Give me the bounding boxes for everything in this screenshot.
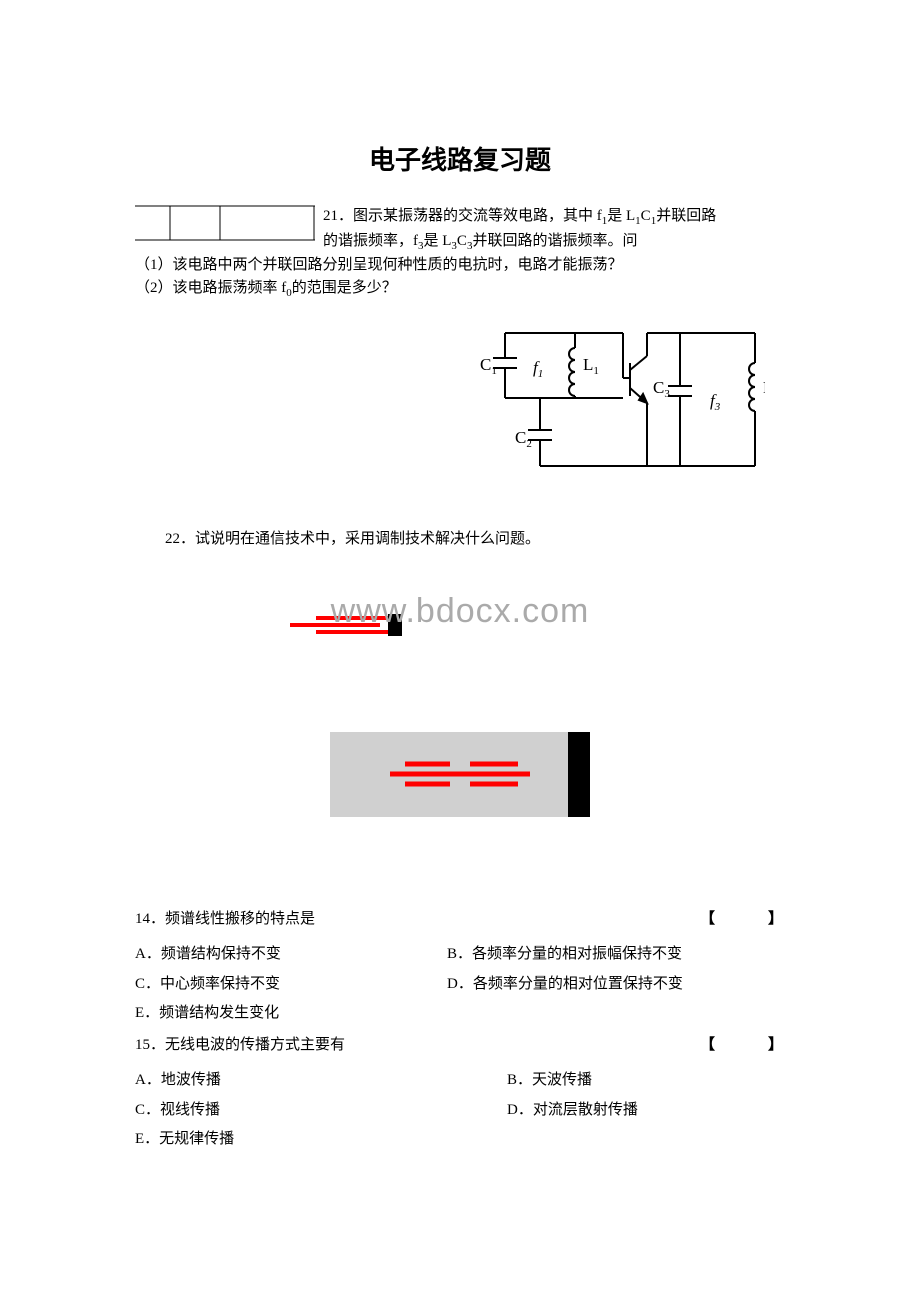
watermark: www.bdocx.com [135,592,785,652]
q14-stem: 14．频谱线性搬移的特点是 [135,907,665,933]
q15-opt-d: D．对流层散射传播 [447,1098,785,1124]
q21-sub2-wrap: （2）该电路振荡频率 f0的范围是多少？ [135,277,785,302]
q21-sub1: （1）该电路中两个并联回路分别呈现何种性质的电抗时，电路才能振荡？ [135,254,785,277]
mcq-q14: 14．频谱线性搬移的特点是 【 】 A．频谱结构保持不变 B．各频率分量的相对振… [135,907,785,1027]
q21-line2-c: C [457,233,467,249]
f3-label: f3 [710,391,721,413]
l3-label: L3 [763,378,765,400]
q15-opt-c: C．视线传播 [135,1098,447,1124]
q14-opt-e: E．频谱结构发生变化 [135,1001,785,1027]
q21-line1-a: 21．图示某振荡器的交流等效电路，其中 f [323,208,602,224]
q14-opt-a: A．频谱结构保持不变 [135,942,447,968]
q15-bracket: 【 】 [665,1033,785,1059]
logo-block [135,732,785,817]
f1-label: f1 [533,358,543,380]
l1-label: L1 [583,355,599,377]
q14-opt-b: B．各频率分量的相对振幅保持不变 [447,942,785,968]
q14-bracket: 【 】 [665,907,785,933]
c2-label: C2 [515,428,532,450]
page-title: 电子线路复习题 [135,140,785,177]
watermark-text: www.bdocx.com [331,592,590,652]
q14-opt-d: D．各频率分量的相对位置保持不变 [447,972,785,998]
logo-black-bar [568,732,590,817]
circuit-diagram: C1 f1 L1 C2 C3 f3 L3 [135,318,785,488]
mini-table-icon [135,205,315,241]
q14-opt-c: C．中心频率保持不变 [135,972,447,998]
q21-line1-d: 并联回路 [656,208,716,224]
c3-label: C3 [653,378,670,400]
q15-stem: 15．无线电波的传播方式主要有 [135,1033,665,1059]
q15-opt-a: A．地波传播 [135,1068,447,1094]
logo-red-lines-icon [390,754,530,794]
mcq-q15: 15．无线电波的传播方式主要有 【 】 A．地波传播 B．天波传播 C．视线传播… [135,1033,785,1153]
logo-box [330,732,590,817]
q21-sub2: （2）该电路振荡频率 f [135,280,286,296]
q21-line1-b: 是 L [607,208,635,224]
q22-text: 22．试说明在通信技术中，采用调制技术解决什么问题。 [135,528,785,551]
q21-line1-c: C [641,208,651,224]
circuit-svg: C1 f1 L1 C2 C3 f3 L3 [475,318,765,488]
q21-line2-b: 是 L [424,233,452,249]
q21-sub2b: 的范围是多少？ [292,280,397,296]
q21-line2-a: 的谐振频率，f [323,233,418,249]
q21-row: 21．图示某振荡器的交流等效电路，其中 f1是 L1C1并联回路 的谐振频率，f… [135,205,785,254]
q15-opt-e: E．无规律传播 [135,1127,785,1153]
q21-line2-d: 并联回路的谐振频率。问 [472,233,637,249]
q15-opt-b: B．天波传播 [447,1068,785,1094]
